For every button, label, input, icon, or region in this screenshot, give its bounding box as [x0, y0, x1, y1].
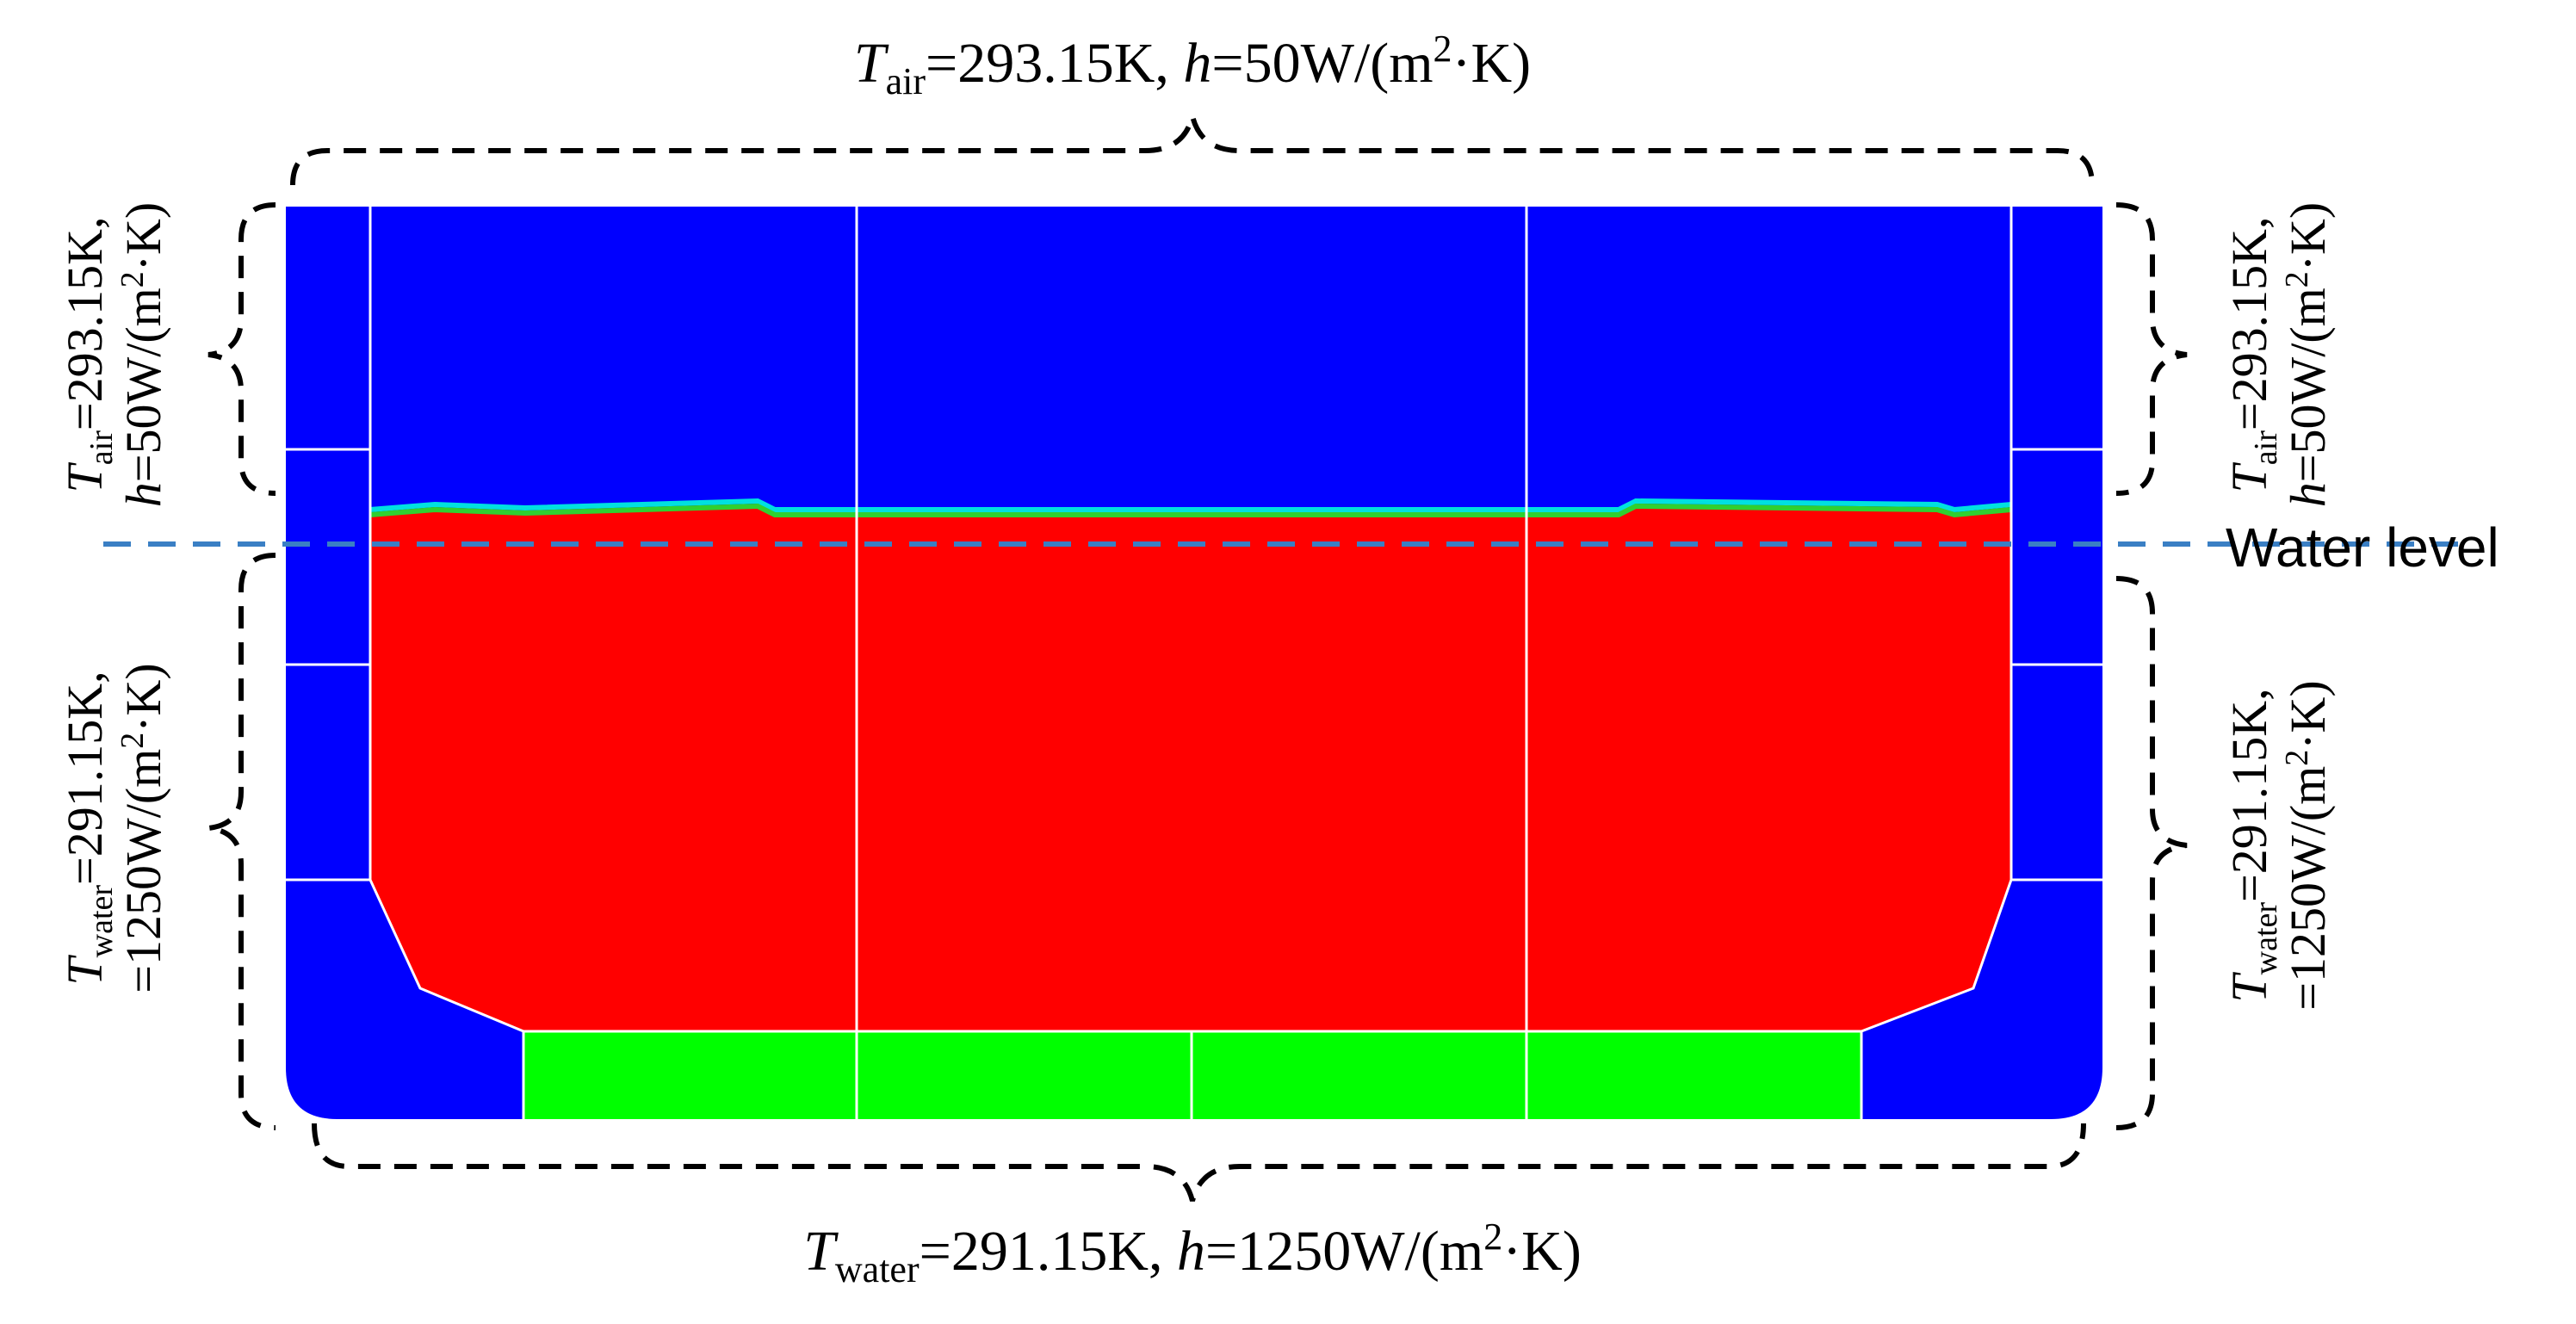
right-air-brace: [2115, 202, 2188, 496]
right-water-label: Twater=291.15K, =1250W/(m2·K): [2221, 680, 2336, 1011]
right-water-brace: [2115, 576, 2188, 1130]
svg-text:Tair=293.15K,: Tair=293.15K,: [57, 217, 120, 493]
interface-band-green: [369, 503, 2012, 518]
left-air-label: Tair=293.15K, h=50W/(m2·K): [57, 202, 171, 508]
svg-text:Tair=293.15K,: Tair=293.15K,: [2221, 217, 2284, 493]
bottom-boundary-label: Twater=291.15K, h=1250W/(m2·K): [803, 1216, 1582, 1290]
svg-text:Twater=291.15K,: Twater=291.15K,: [57, 671, 120, 985]
left-water-label: Twater=291.15K, =1250W/(m2·K): [57, 663, 171, 993]
svg-text:h=50W/(m2·K): h=50W/(m2·K): [115, 202, 171, 508]
left-water-brace: [207, 553, 276, 1130]
svg-text:h=50W/(m2·K): h=50W/(m2·K): [2279, 202, 2336, 508]
interface-band-cyan: [369, 498, 2012, 513]
top-brace: [290, 115, 2095, 186]
cross-section: [286, 207, 2102, 1119]
svg-text:Twater=291.15K,: Twater=291.15K,: [2221, 688, 2284, 1002]
region-dividers: [286, 207, 2102, 1119]
bottom-brace: [312, 1123, 2086, 1202]
water-level-label: Water level: [2226, 517, 2499, 578]
top-boundary-label: Tair=293.15K, h=50W/(m2·K): [854, 28, 1531, 102]
left-air-brace: [207, 202, 276, 496]
svg-text:=1250W/(m2·K): =1250W/(m2·K): [2279, 680, 2336, 1011]
water-region: [370, 506, 2011, 1031]
right-air-label: Tair=293.15K, h=50W/(m2·K): [2221, 202, 2336, 508]
boundary-braces: [207, 115, 2188, 1202]
svg-text:=1250W/(m2·K): =1250W/(m2·K): [115, 663, 171, 993]
